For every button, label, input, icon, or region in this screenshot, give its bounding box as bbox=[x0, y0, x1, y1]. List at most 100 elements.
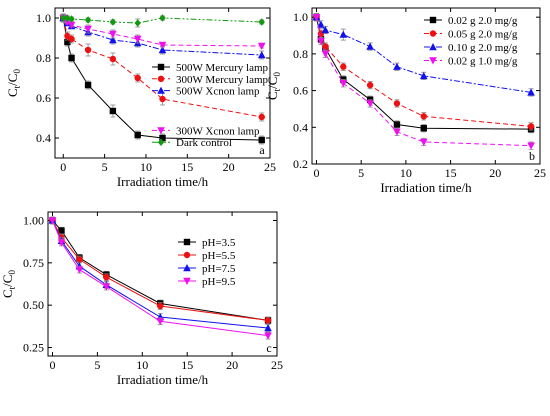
legend-marker bbox=[429, 30, 437, 37]
legend-label: pH=3.5 bbox=[202, 237, 236, 249]
data-point bbox=[393, 128, 401, 136]
data-point bbox=[84, 46, 92, 54]
data-point bbox=[317, 37, 325, 46]
legend-marker bbox=[157, 127, 165, 135]
data-point bbox=[264, 324, 272, 332]
data-point bbox=[157, 302, 164, 310]
data-point bbox=[76, 256, 83, 263]
data-point bbox=[312, 13, 321, 22]
data-point bbox=[109, 18, 117, 26]
data-point bbox=[58, 227, 65, 234]
data-point bbox=[134, 131, 141, 139]
legend-label: 0.05 g 2.0 mg/g bbox=[448, 29, 518, 41]
series-line bbox=[52, 220, 269, 329]
plot-frame bbox=[311, 7, 541, 165]
data-point bbox=[420, 113, 427, 120]
data-point bbox=[109, 55, 117, 63]
x-axis-label: Irradiation time/h bbox=[117, 372, 209, 387]
data-point bbox=[68, 15, 75, 23]
y-axis-label: Ct/C0 bbox=[5, 69, 22, 97]
y-tick-label: 1.0 bbox=[36, 11, 51, 25]
y-tick-label: 0.6 bbox=[36, 91, 51, 105]
x-tick-label: 15 bbox=[181, 358, 193, 372]
x-tick-label: 25 bbox=[264, 160, 276, 174]
y-axis-label: Ct/C0 bbox=[265, 72, 282, 100]
data-point bbox=[109, 30, 117, 38]
data-point bbox=[159, 134, 166, 142]
y-tick-label: 0.2 bbox=[293, 157, 308, 171]
x-tick-label: 20 bbox=[226, 358, 238, 372]
x-tick-label: 10 bbox=[140, 160, 152, 174]
x-tick-label: 20 bbox=[223, 160, 235, 174]
y-tick-label: 0.8 bbox=[293, 47, 308, 61]
chart-panel-a: 0 5 10 15 20 25 0.4 0.6 0.8 1.0 Irradiation time/h… bbox=[5, 7, 276, 189]
data-point bbox=[68, 54, 75, 62]
x-tick-label: 10 bbox=[136, 358, 148, 372]
x-tick-label: 10 bbox=[400, 166, 412, 180]
data-point bbox=[156, 318, 165, 326]
data-point bbox=[63, 18, 72, 26]
data-point bbox=[48, 217, 57, 225]
data-point bbox=[103, 274, 110, 281]
legend-label: 300W Xcnon lamp bbox=[176, 125, 260, 137]
legend-marker bbox=[183, 251, 191, 259]
legend-marker bbox=[157, 63, 165, 71]
legend-label: 300W Mercury lamp bbox=[176, 74, 269, 86]
x-tick-label: 0 bbox=[60, 160, 66, 174]
x-tick-label: 0 bbox=[313, 166, 319, 180]
data-point bbox=[258, 113, 265, 121]
data-point bbox=[340, 63, 347, 70]
series-2 bbox=[49, 216, 272, 325]
data-point bbox=[257, 51, 266, 59]
data-point bbox=[158, 41, 167, 49]
y-tick-label: 0.8 bbox=[36, 51, 51, 65]
x-tick-label: 0 bbox=[49, 358, 55, 372]
x-tick-label: 25 bbox=[534, 166, 546, 180]
data-point bbox=[317, 20, 325, 28]
data-point bbox=[419, 138, 428, 146]
plot-frame bbox=[54, 7, 271, 159]
data-point bbox=[64, 38, 71, 46]
data-point bbox=[134, 74, 141, 82]
data-point bbox=[366, 42, 374, 50]
y-tick-label: 0.4 bbox=[293, 120, 308, 134]
legend: pH=3.5pH=5.5pH=7.5pH=9.5 bbox=[178, 237, 236, 288]
data-point bbox=[67, 21, 76, 29]
y-tick-label: 0.4 bbox=[36, 131, 51, 145]
series-3 bbox=[48, 216, 272, 332]
data-point bbox=[339, 30, 348, 38]
data-point bbox=[393, 100, 401, 107]
legend-marker bbox=[183, 238, 191, 246]
legend-label: 0.02 g 2.0 mg/g bbox=[448, 15, 518, 27]
legend-label: pH=5.5 bbox=[202, 250, 236, 262]
data-point bbox=[64, 14, 71, 22]
data-point bbox=[322, 43, 329, 50]
data-point bbox=[134, 19, 141, 27]
legend-label: pH=9.5 bbox=[202, 276, 236, 288]
y-tick-label: 1.0 bbox=[293, 10, 308, 24]
x-tick-label: 5 bbox=[94, 358, 100, 372]
legend-marker bbox=[429, 43, 437, 51]
data-point bbox=[68, 35, 75, 43]
legend-label: pH=7.5 bbox=[202, 263, 236, 275]
data-point bbox=[84, 25, 92, 33]
y-tick-label: 0.75 bbox=[23, 256, 44, 270]
data-point bbox=[321, 50, 330, 58]
series-4 bbox=[312, 13, 535, 150]
data-point bbox=[57, 239, 66, 247]
data-point bbox=[158, 46, 167, 54]
x-tick-label: 20 bbox=[489, 166, 501, 180]
x-tick-label: 5 bbox=[102, 160, 108, 174]
series-line bbox=[62, 17, 262, 47]
y-tick-label: 0.25 bbox=[23, 341, 44, 355]
x-tick-label: 15 bbox=[445, 166, 457, 180]
legend: 0.02 g 2.0 mg/g 0.05 g 2.0 mg/g0.10 g 2.0… bbox=[424, 15, 518, 68]
y-tick-label: 0.50 bbox=[23, 298, 44, 312]
y-axis-label: Ct/C0 bbox=[0, 270, 17, 298]
panel-letter: c bbox=[266, 341, 271, 355]
data-point bbox=[527, 123, 535, 130]
y-tick-label: 0.6 bbox=[293, 84, 308, 98]
data-point bbox=[84, 81, 92, 89]
